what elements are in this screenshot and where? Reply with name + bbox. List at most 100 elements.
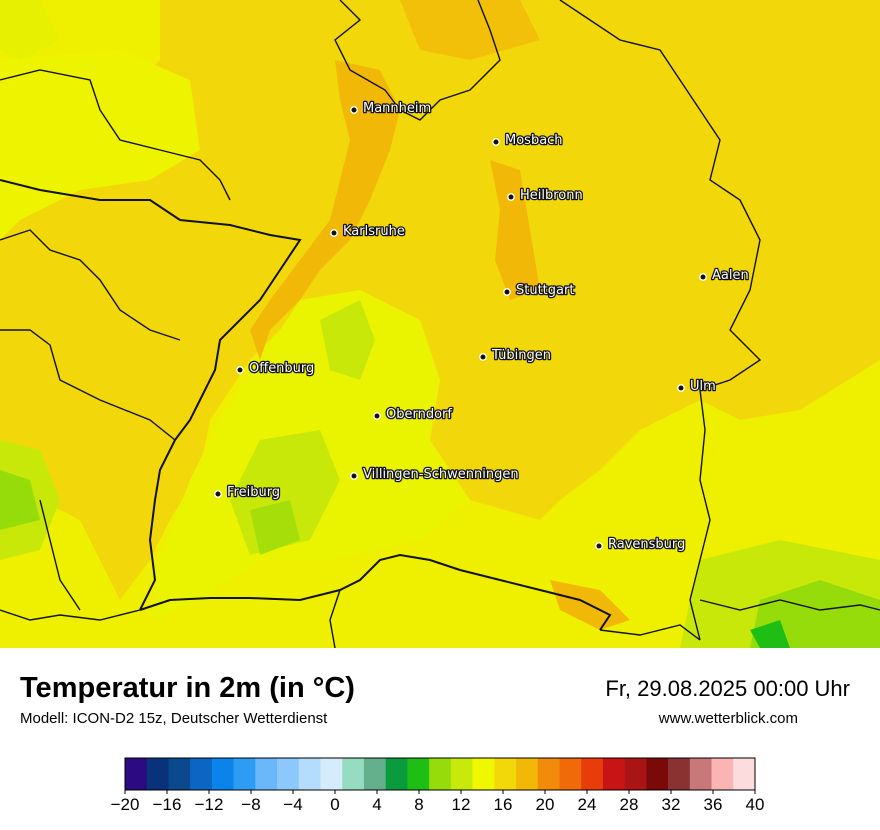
legend-tick-label: 36 <box>704 795 723 814</box>
legend-swatch <box>342 758 365 790</box>
temperature-map: Mannheim Mosbach Heilbronn Karlsruhe Aalen St… <box>0 0 880 648</box>
state-border <box>334 0 501 121</box>
legend-swatch <box>320 758 343 790</box>
city-label: Offenburg <box>249 361 314 376</box>
legend-swatch <box>255 758 278 790</box>
legend-tick-label: 8 <box>414 795 423 814</box>
city-label: Freiburg <box>227 485 280 500</box>
feldberg-area <box>250 500 300 555</box>
alps-high <box>750 620 790 648</box>
city-dot <box>236 366 244 374</box>
regional-border-far-sw <box>0 609 141 621</box>
city-label: Stuttgart <box>516 283 574 298</box>
legend-swatch <box>168 758 191 790</box>
city-dot <box>677 384 685 392</box>
legend-swatch <box>450 758 473 790</box>
city-label: Mannheim <box>363 101 431 116</box>
legend-swatch <box>559 758 582 790</box>
legend-tick-label: 24 <box>578 795 597 814</box>
legend-tick-label: −4 <box>283 795 302 814</box>
legend-swatch <box>407 758 430 790</box>
legend-swatch <box>472 758 495 790</box>
borders <box>0 0 880 648</box>
legend-swatch <box>146 758 169 790</box>
vosges-green <box>0 470 40 530</box>
regional-border-south2 <box>599 624 701 641</box>
legend-frame <box>124 757 756 791</box>
regional-border-south <box>329 589 341 648</box>
legend-tick-label: 0 <box>330 795 339 814</box>
city-label: Heilbronn <box>520 188 583 203</box>
city-dot <box>350 472 358 480</box>
legend-swatch <box>733 758 756 790</box>
legend-tick-label: −12 <box>195 795 224 814</box>
legend-swatch <box>277 758 300 790</box>
color-legend: −20 −16 −12 −8 −4 0 4 8 12 16 20 24 28 32 36 40 <box>111 757 765 814</box>
legend-swatch <box>363 758 386 790</box>
legend-swatch <box>298 758 321 790</box>
legend-swatch <box>602 758 625 790</box>
legend-tick-label: 40 <box>746 795 765 814</box>
black-forest-peaks <box>320 300 375 380</box>
forecast-datetime: Fr, 29.08.2025 00:00 Uhr <box>605 676 850 701</box>
legend-swatch <box>646 758 669 790</box>
legend-swatch <box>494 758 517 790</box>
national-border-switzerland <box>139 553 612 631</box>
city-dot <box>492 138 500 146</box>
regional-border-vosges <box>0 229 181 341</box>
legend-tick-label: 28 <box>620 795 639 814</box>
regional-border-west <box>0 69 231 201</box>
rhine-valley <box>250 60 400 360</box>
city-dot <box>699 273 707 281</box>
legend-tick-label: 4 <box>372 795 381 814</box>
legend-swatch <box>581 758 604 790</box>
legend-swatch <box>190 758 213 790</box>
regional-border-vosges-south <box>39 499 81 611</box>
legend-swatch <box>624 758 647 790</box>
city-label: Aalen <box>712 268 749 283</box>
warm-region <box>0 0 880 600</box>
footer: Temperatur in 2m (in °C) Modell: ICON-D2… <box>0 648 880 830</box>
legend-swatch <box>537 758 560 790</box>
legend-swatch <box>211 758 234 790</box>
north-warm <box>400 0 540 60</box>
city-label: Ravensburg <box>608 537 685 552</box>
legend-swatch <box>385 758 408 790</box>
legend-swatch <box>125 758 148 790</box>
legend-swatch <box>516 758 539 790</box>
legend-swatch <box>233 758 256 790</box>
city-dot <box>595 542 603 550</box>
city-label: Karlsruhe <box>343 224 405 239</box>
city-dot <box>350 106 358 114</box>
cool-patch-northwest <box>0 0 60 60</box>
legend-tick-label: 20 <box>536 795 555 814</box>
legend-tick-label: −20 <box>111 795 140 814</box>
city-label: Oberndorf <box>386 407 452 422</box>
regional-border-southeast <box>699 599 880 611</box>
legend-tick-label: 32 <box>662 795 681 814</box>
city-label: Ulm <box>690 379 716 394</box>
stuttgart-warm <box>490 160 540 300</box>
legend-tick-label: −8 <box>241 795 260 814</box>
city-dot <box>503 288 511 296</box>
national-border-france <box>0 179 302 611</box>
legend-tick-label: −16 <box>153 795 182 814</box>
city-markers: Mannheim Mosbach Heilbronn Karlsruhe Aalen St… <box>214 100 750 553</box>
legend-tick-label: 16 <box>494 795 513 814</box>
state-border-east <box>559 0 762 641</box>
model-info: Modell: ICON-D2 15z, Deutscher Wetterdie… <box>20 710 328 727</box>
city-label: Tübingen <box>491 348 551 363</box>
city-dot <box>479 353 487 361</box>
regional-border-southwest <box>0 329 176 441</box>
city-label: Mosbach <box>505 133 563 148</box>
city-label: Villingen-Schwenningen <box>363 467 519 482</box>
legend-swatch <box>668 758 691 790</box>
legend-swatch <box>429 758 452 790</box>
legend-swatch <box>689 758 712 790</box>
city-dot <box>214 490 222 498</box>
legend-swatch <box>711 758 734 790</box>
city-dot <box>330 229 338 237</box>
map-title: Temperatur in 2m (in °C) <box>20 672 355 704</box>
website-link: www.wetterblick.com <box>658 710 798 727</box>
legend-tick-label: 12 <box>452 795 471 814</box>
